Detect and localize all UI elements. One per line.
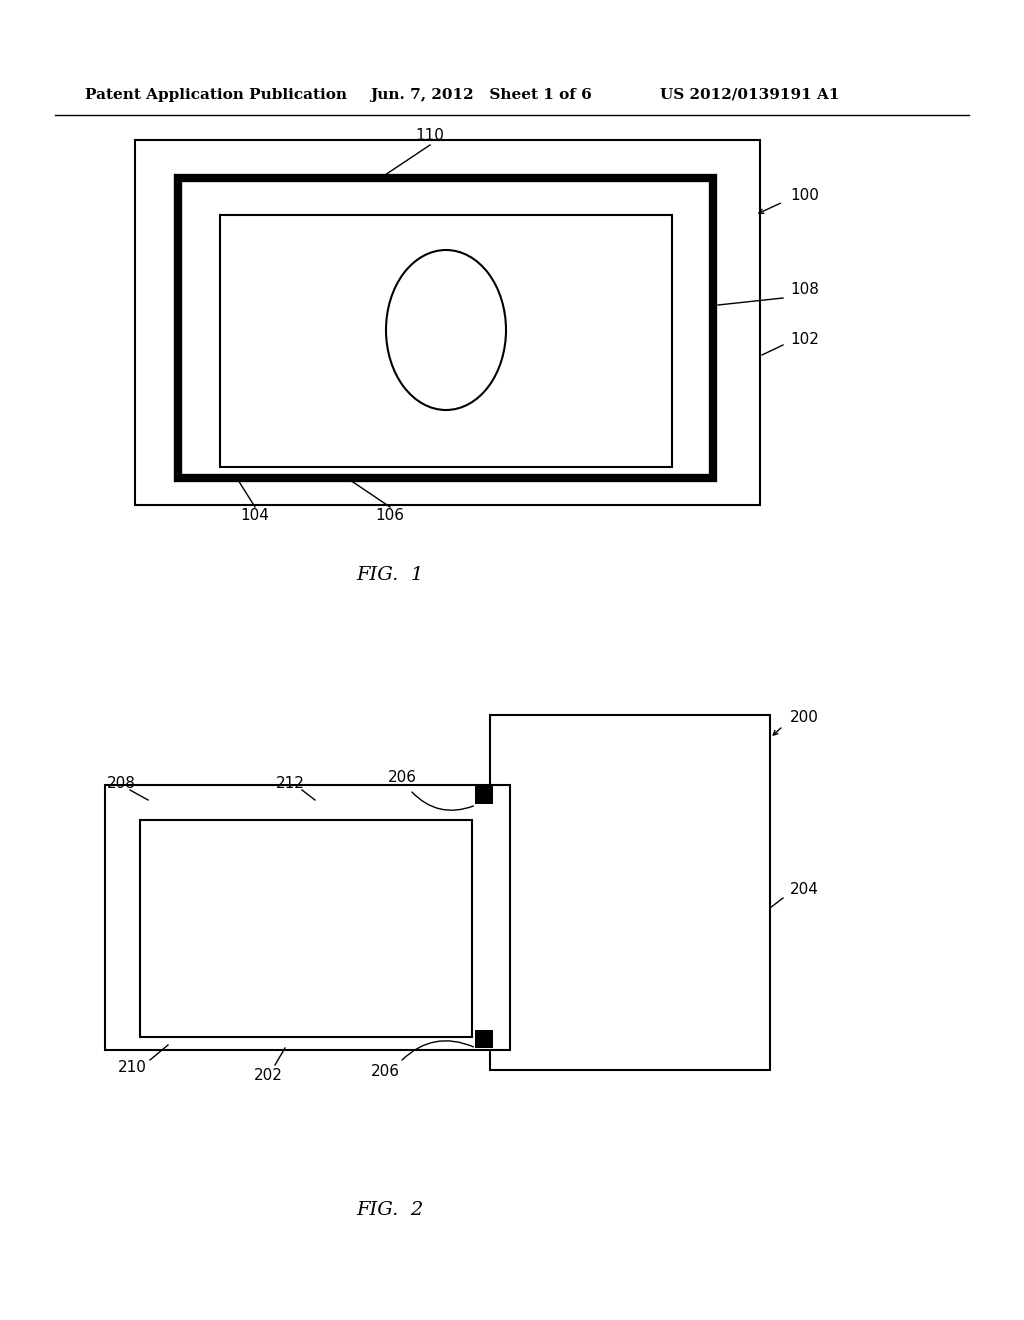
Text: 104: 104 xyxy=(241,507,269,523)
Bar xyxy=(135,140,760,506)
Text: US 2012/0139191 A1: US 2012/0139191 A1 xyxy=(660,88,840,102)
Text: 208: 208 xyxy=(106,776,136,791)
Bar xyxy=(475,1030,493,1048)
Bar xyxy=(140,820,472,1038)
Text: Jun. 7, 2012   Sheet 1 of 6: Jun. 7, 2012 Sheet 1 of 6 xyxy=(370,88,592,102)
Text: 110: 110 xyxy=(416,128,444,143)
Text: 100: 100 xyxy=(790,187,819,202)
Bar xyxy=(178,178,713,478)
Text: 206: 206 xyxy=(371,1064,399,1080)
Text: FIG.  1: FIG. 1 xyxy=(356,566,424,583)
Text: 212: 212 xyxy=(275,776,304,791)
Text: Patent Application Publication: Patent Application Publication xyxy=(85,88,347,102)
Text: 200: 200 xyxy=(790,710,819,726)
Bar xyxy=(475,785,493,804)
Bar xyxy=(490,715,770,1071)
Text: 108: 108 xyxy=(790,282,819,297)
Text: 106: 106 xyxy=(376,507,404,523)
Text: FIG.  2: FIG. 2 xyxy=(356,1201,424,1218)
Bar xyxy=(220,215,672,467)
Text: 206: 206 xyxy=(387,771,417,785)
Bar xyxy=(105,785,510,1049)
Ellipse shape xyxy=(386,249,506,411)
Text: 202: 202 xyxy=(254,1068,283,1082)
Text: 102: 102 xyxy=(790,333,819,347)
Text: 204: 204 xyxy=(790,883,819,898)
Text: 210: 210 xyxy=(118,1060,146,1076)
